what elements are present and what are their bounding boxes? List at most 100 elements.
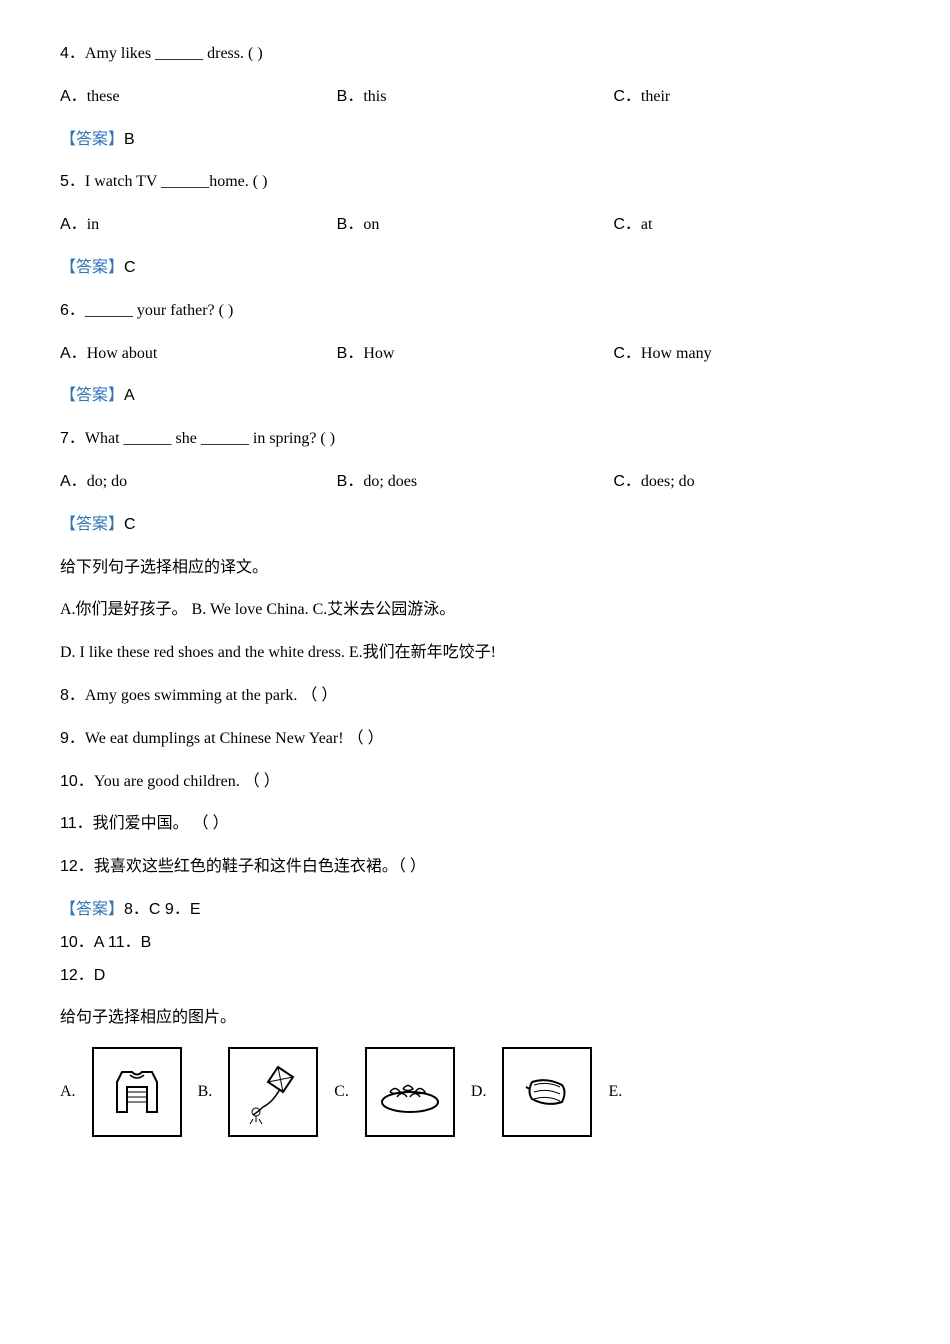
option-text: at (641, 216, 653, 233)
question-12: 12．我喜欢这些红色的鞋子和这件白色连衣裙。（ ） (60, 853, 890, 882)
option-c: C．does; do (613, 468, 890, 497)
option-label: C． (613, 216, 641, 233)
answer-bracket: 【答案】 (60, 259, 124, 276)
answer-6: 【答案】A (60, 382, 890, 411)
option-label: B． (337, 88, 364, 105)
option-text: does; do (641, 473, 695, 490)
answer-bracket: 【答案】 (60, 131, 124, 148)
option-c: C．at (613, 211, 890, 240)
question-text: I watch TV ______home. ( ) (85, 173, 267, 190)
option-text: on (363, 216, 379, 233)
option-label: B． (337, 216, 364, 233)
options-6: A．How about B．How C．How many (60, 340, 890, 369)
picture-box-c (365, 1047, 455, 1137)
options-5: A．in B．on C．at (60, 211, 890, 240)
option-b: B．on (337, 211, 614, 240)
option-a: A．in (60, 211, 337, 240)
option-label: C． (613, 473, 641, 490)
option-label: C． (613, 345, 641, 362)
answer-letter: B (124, 131, 135, 148)
question-text: 我喜欢这些红色的鞋子和这件白色连衣裙。（ ） (94, 858, 426, 875)
option-label: B． (337, 345, 364, 362)
question-number: 7． (60, 430, 85, 447)
picture-row: A. B. C. D. (60, 1047, 890, 1137)
translation-options-line1: A.你们是好孩子。 B. We love China. C.艾米去公园游泳。 (60, 596, 890, 625)
option-text: these (87, 88, 120, 105)
answer-letter: C (124, 516, 136, 533)
answer-text: 10．A 11．B (60, 934, 151, 951)
dumplings-icon (375, 1057, 445, 1127)
picture-label-a: A. (60, 1078, 76, 1107)
question-number: 6． (60, 302, 85, 319)
picture-label-d: D. (471, 1078, 487, 1107)
option-text: do; do (87, 473, 127, 490)
question-text: Amy likes ______ dress. ( ) (85, 45, 263, 62)
question-10: 10．You are good children. （ ） (60, 768, 890, 797)
picture-header: 给句子选择相应的图片。 (60, 1004, 890, 1033)
question-number: 11． (60, 815, 93, 832)
question-8: 8．Amy goes swimming at the park. （ ） (60, 682, 890, 711)
question-text: ______ your father? ( ) (85, 302, 233, 319)
bananas-icon (512, 1057, 582, 1127)
option-text: do; does (363, 473, 417, 490)
translation-answers-2: 10．A 11．B (60, 929, 890, 958)
answer-5: 【答案】C (60, 254, 890, 283)
option-label: C． (613, 88, 641, 105)
option-text: How (363, 345, 394, 362)
question-text: We eat dumplings at Chinese New Year! （ … (85, 730, 384, 747)
picture-box-d (502, 1047, 592, 1137)
question-7: 7．What ______ she ______ in spring? ( ) (60, 425, 890, 454)
question-6: 6．______ your father? ( ) (60, 297, 890, 326)
option-b: B．this (337, 83, 614, 112)
question-text: 我们爱中国。 （ ） (93, 815, 229, 832)
picture-label-b: B. (198, 1078, 213, 1107)
answer-text: 8．C 9．E (124, 901, 200, 918)
translation-answers-1: 【答案】8．C 9．E (60, 896, 890, 925)
question-number: 9． (60, 730, 85, 747)
answer-letter: A (124, 387, 135, 404)
translation-header: 给下列句子选择相应的译文。 (60, 554, 890, 583)
picture-box-a (92, 1047, 182, 1137)
question-11: 11．我们爱中国。 （ ） (60, 810, 890, 839)
options-4: A．these B．this C．their (60, 83, 890, 112)
answer-bracket: 【答案】 (60, 901, 124, 918)
option-a: A．do; do (60, 468, 337, 497)
sweater-icon (102, 1057, 172, 1127)
picture-box-b (228, 1047, 318, 1137)
option-label: A． (60, 473, 87, 490)
question-number: 4． (60, 45, 85, 62)
question-9: 9．We eat dumplings at Chinese New Year! … (60, 725, 890, 754)
question-number: 10． (60, 773, 94, 790)
answer-letter: C (124, 259, 136, 276)
translation-options-line2: D. I like these red shoes and the white … (60, 639, 890, 668)
question-number: 12． (60, 858, 94, 875)
option-a: A．How about (60, 340, 337, 369)
question-number: 5． (60, 173, 85, 190)
option-text: in (87, 216, 99, 233)
question-4: 4．Amy likes ______ dress. ( ) (60, 40, 890, 69)
options-7: A．do; do B．do; does C．does; do (60, 468, 890, 497)
option-text: this (363, 88, 386, 105)
option-b: B．do; does (337, 468, 614, 497)
option-label: A． (60, 88, 87, 105)
option-c: C．their (613, 83, 890, 112)
option-label: A． (60, 216, 87, 233)
question-text: What ______ she ______ in spring? ( ) (85, 430, 335, 447)
answer-4: 【答案】B (60, 126, 890, 155)
option-text: How about (87, 345, 158, 362)
answer-bracket: 【答案】 (60, 516, 124, 533)
question-5: 5．I watch TV ______home. ( ) (60, 168, 890, 197)
option-text: How many (641, 345, 712, 362)
translation-answers-3: 12．D (60, 962, 890, 991)
option-text: their (641, 88, 670, 105)
option-label: B． (337, 473, 364, 490)
option-c: C．How many (613, 340, 890, 369)
answer-7: 【答案】C (60, 511, 890, 540)
option-a: A．these (60, 83, 337, 112)
picture-label-c: C. (334, 1078, 349, 1107)
answer-bracket: 【答案】 (60, 387, 124, 404)
option-b: B．How (337, 340, 614, 369)
option-label: A． (60, 345, 87, 362)
answer-text: 12．D (60, 967, 105, 984)
question-number: 8． (60, 687, 85, 704)
